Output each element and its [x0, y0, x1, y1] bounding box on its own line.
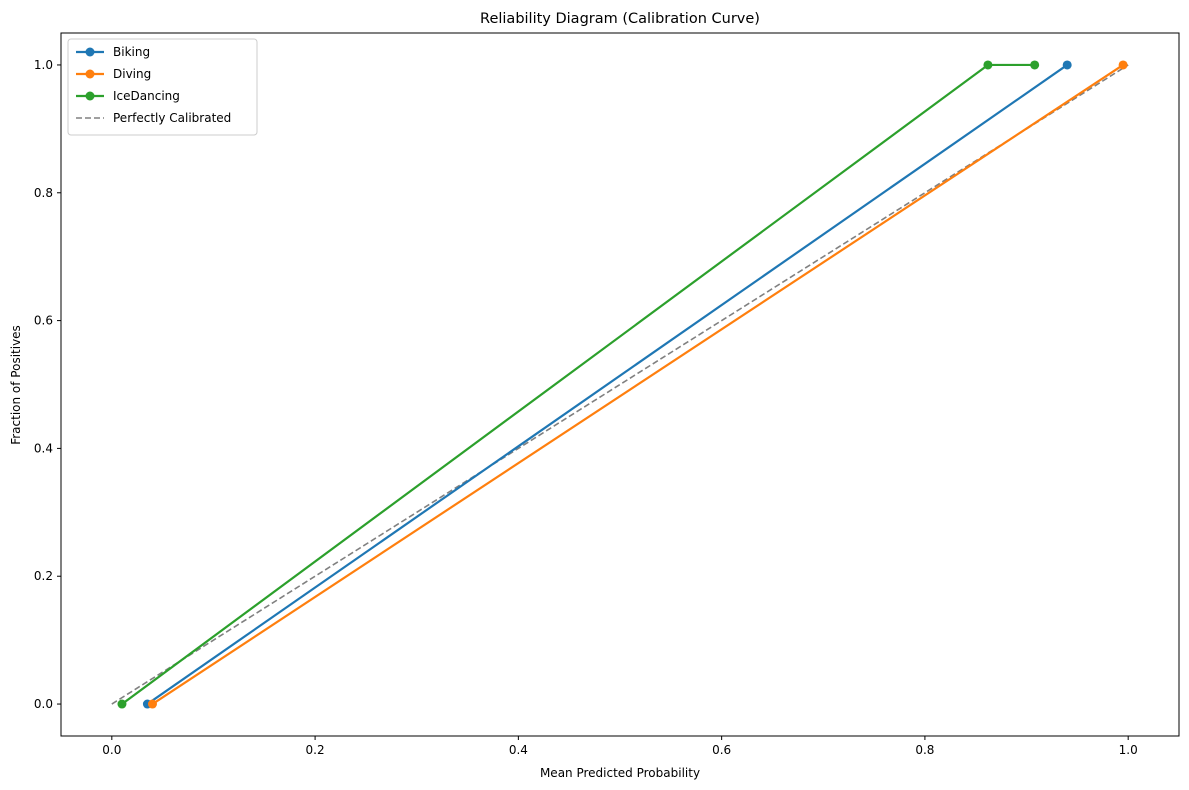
plot-area: 0.0 0.2 0.4 0.6 0.8 1.0 0.0 0.2 0.4 0.6 0.8 1.0 Biki…: [34, 32, 1180, 757]
x-tick-label: 0.4: [509, 743, 528, 757]
x-axis-title: Mean Predicted Probability: [540, 766, 700, 780]
x-tick-label: 0.6: [712, 743, 731, 757]
legend-item-diving: Diving: [76, 67, 151, 81]
legend-label: Diving: [113, 67, 151, 81]
x-tick-label: 0.8: [915, 743, 934, 757]
y-tick-label: 1.0: [34, 58, 53, 72]
series-line-icedancing: [121, 63, 1035, 705]
legend-label: IceDancing: [113, 89, 180, 103]
x-tick-label: 1.0: [1119, 743, 1138, 757]
y-axis-title: Fraction of Positives: [9, 325, 23, 445]
legend-label: Biking: [113, 45, 150, 59]
y-tick-label: 0.6: [34, 314, 53, 328]
data-point-icedancing: [983, 60, 993, 70]
legend-label: Perfectly Calibrated: [113, 111, 231, 125]
legend-swatch-marker: [85, 47, 95, 57]
legend-swatch-marker: [85, 69, 95, 79]
series-biking: [142, 60, 1072, 709]
legend-item-perfectly-calibrated: Perfectly Calibrated: [76, 111, 231, 125]
x-tick-label: 0.2: [306, 743, 325, 757]
data-point-diving: [147, 699, 157, 709]
data-point-diving: [1118, 60, 1128, 70]
y-tick-label: 0.0: [34, 697, 53, 711]
series-icedancing: [117, 60, 1040, 709]
x-tick-label: 0.0: [102, 743, 121, 757]
chart-title: Reliability Diagram (Calibration Curve): [480, 11, 760, 27]
series-line-diving: [151, 64, 1124, 705]
perfectly-calibrated-line: [111, 64, 1129, 705]
series-line-biking: [146, 64, 1068, 705]
y-tick-label: 0.8: [34, 186, 53, 200]
y-tick-label: 0.2: [34, 569, 53, 583]
legend-item-icedancing: IceDancing: [76, 89, 180, 103]
y-tick-label: 0.4: [34, 441, 53, 455]
data-point-biking: [1062, 60, 1072, 70]
plot-frame: [60, 32, 1180, 737]
legend: Biking Diving IceDancing Perfectly Calibrat…: [67, 38, 258, 136]
legend-item-biking: Biking: [76, 45, 150, 59]
series-diving: [147, 60, 1128, 709]
legend-box: [67, 38, 258, 136]
data-point-icedancing: [1030, 60, 1040, 70]
legend-swatch-marker: [85, 91, 95, 101]
data-point-icedancing: [117, 699, 127, 709]
